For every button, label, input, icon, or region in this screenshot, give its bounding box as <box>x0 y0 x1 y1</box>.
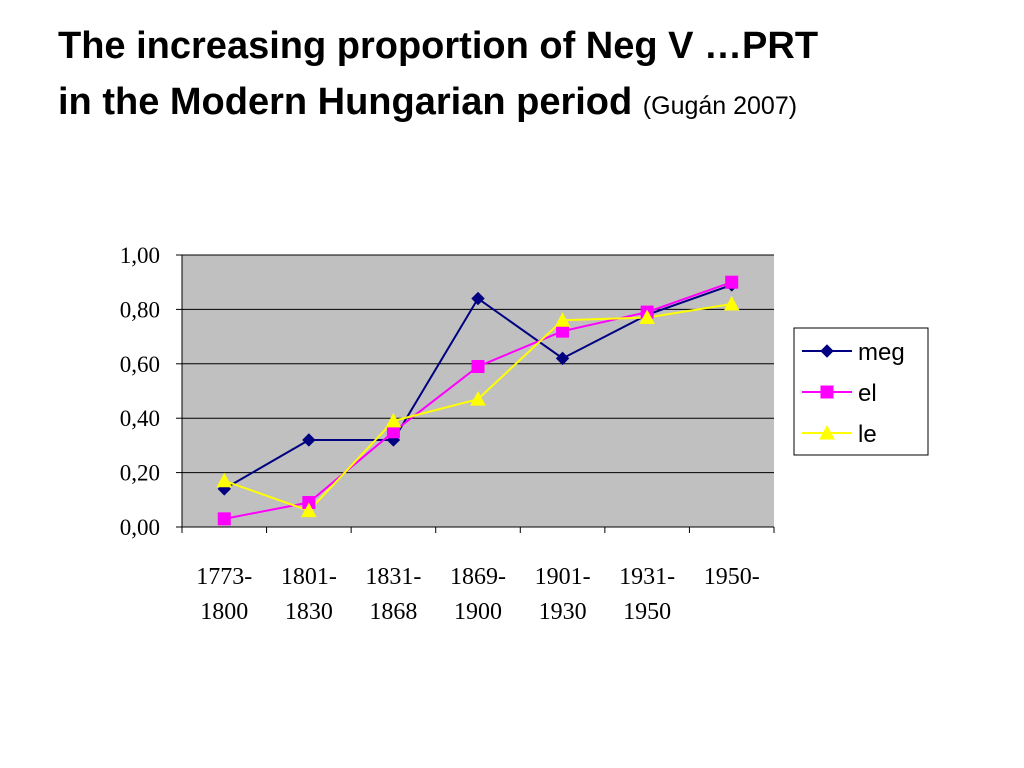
title-line-1: The increasing proportion of Neg V …PRT <box>58 25 819 67</box>
data-point-el <box>217 512 231 526</box>
y-tick-label: 0,20 <box>120 461 160 486</box>
data-point-el <box>471 360 485 374</box>
x-tick-label: 1831- <box>365 564 421 590</box>
legend-marker-le <box>819 424 835 440</box>
data-point-le <box>216 472 233 488</box>
y-tick-label: 0,00 <box>120 515 160 540</box>
data-point-le <box>723 295 740 311</box>
data-point-meg <box>471 291 485 306</box>
data-point-le <box>301 502 317 518</box>
x-tick-label: 1900 <box>454 599 502 625</box>
x-tick-label: 1930 <box>539 599 587 625</box>
slide-title: The increasing proportion of Neg V …PRT … <box>58 18 998 134</box>
data-point-el <box>556 324 570 338</box>
x-tick-label: 1801- <box>281 564 337 590</box>
data-point-meg <box>555 351 570 366</box>
x-tick-label: 1931- <box>619 564 675 590</box>
data-point-meg <box>302 433 316 447</box>
x-tick-label: 1800 <box>200 599 248 625</box>
x-tick-label: 1830 <box>285 599 333 625</box>
data-point-le <box>385 412 402 428</box>
title-citation: (Gugán 2007) <box>642 92 798 120</box>
legend-marker-meg <box>820 344 834 358</box>
y-tick-label: 0,60 <box>120 352 160 377</box>
legend-label-le: le <box>858 421 877 448</box>
data-point-le <box>639 309 655 325</box>
x-tick-label: 1773- <box>196 564 252 590</box>
legend-label-el: el <box>858 380 877 407</box>
x-tick-label: 1950 <box>623 599 671 625</box>
data-point-le <box>470 391 486 406</box>
x-tick-label: 1869- <box>450 564 506 590</box>
legend-marker-el <box>820 385 834 399</box>
legend-label-meg: meg <box>858 339 905 366</box>
data-point-le <box>554 312 571 327</box>
x-tick-label: 1950- <box>704 564 760 590</box>
data-point-el <box>386 425 400 439</box>
x-tick-label: 1901- <box>535 564 591 590</box>
data-point-el <box>725 275 739 289</box>
y-tick-label: 1,00 <box>120 243 160 268</box>
y-tick-label: 0,80 <box>120 297 160 322</box>
y-tick-label: 0,40 <box>120 406 160 431</box>
title-line-2: in the Modern Hungarian period <box>58 81 633 123</box>
x-tick-label: 1868 <box>369 599 417 625</box>
